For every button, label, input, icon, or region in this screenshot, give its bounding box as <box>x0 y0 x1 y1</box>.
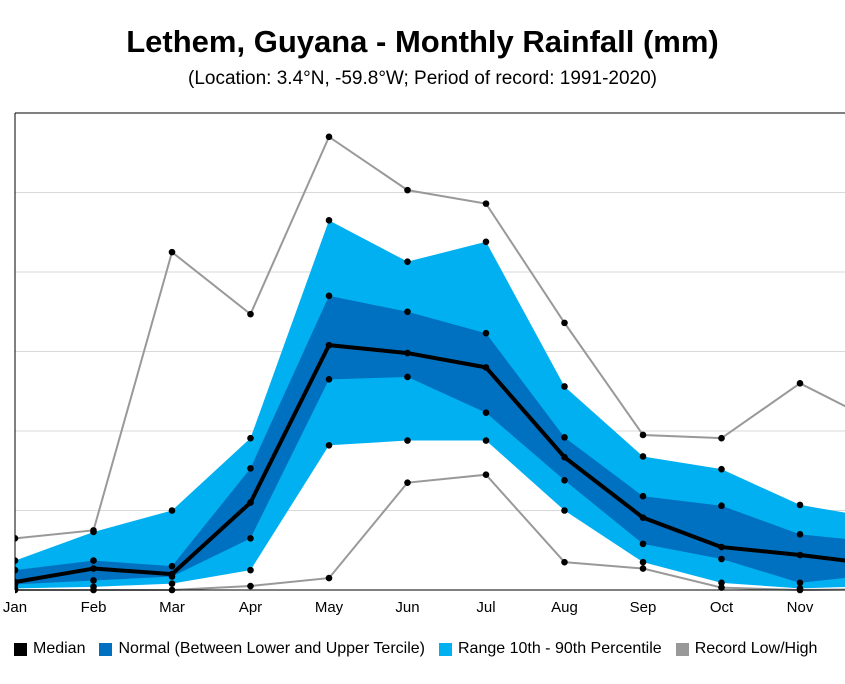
legend-swatch-normal <box>99 642 113 656</box>
legend-swatch-range <box>439 642 452 656</box>
point-upper_tercile <box>796 531 804 538</box>
median-line <box>15 343 845 585</box>
plot-area <box>15 133 845 594</box>
point-upper_tercile <box>639 492 647 500</box>
point-p90 <box>718 465 725 473</box>
point-record_high <box>639 431 647 439</box>
x-tick-label: Apr <box>239 599 262 616</box>
point-p90 <box>168 507 176 514</box>
point-record_high <box>561 319 568 327</box>
x-tick-label: May <box>315 599 344 616</box>
point-upper_tercile <box>168 562 176 570</box>
legend-label-record: Record Low/High <box>694 640 818 657</box>
point-median <box>325 341 333 349</box>
x-tick-label: Aug <box>551 599 578 616</box>
point-upper_tercile <box>247 465 254 472</box>
point-lower_tercile <box>404 373 411 381</box>
point-p90 <box>561 383 568 390</box>
legend-label-normal: Normal (Between Lower and Upper Tercile) <box>118 640 425 657</box>
point-p10 <box>168 580 176 587</box>
point-p10 <box>718 579 725 587</box>
legend-swatch-median <box>14 642 27 656</box>
x-tick-label: Jan <box>3 599 27 616</box>
legend-label-median: Median <box>33 640 86 657</box>
point-lower_tercile <box>639 540 647 548</box>
point-lower_tercile <box>90 577 97 584</box>
point-record_low <box>639 565 647 572</box>
point-p90 <box>247 434 254 442</box>
point-upper_tercile <box>482 329 490 337</box>
point-record_low <box>561 558 568 566</box>
point-upper_tercile <box>15 566 19 574</box>
x-tick-label: Nov <box>787 599 814 616</box>
point-upper_tercile <box>404 308 411 316</box>
point-p90 <box>404 258 411 265</box>
point-record_high <box>404 186 411 194</box>
point-upper_tercile <box>561 434 568 441</box>
point-upper_tercile <box>325 292 333 300</box>
point-p10 <box>561 507 568 514</box>
point-median <box>247 499 254 506</box>
point-p90 <box>482 238 490 246</box>
point-record_high <box>325 133 333 141</box>
point-record_low <box>404 479 411 486</box>
point-p10 <box>404 437 411 444</box>
point-lower_tercile <box>482 409 490 417</box>
point-p90 <box>325 217 333 224</box>
point-lower_tercile <box>325 376 333 383</box>
point-p10 <box>325 442 333 449</box>
point-p10 <box>482 437 490 444</box>
point-lower_tercile <box>247 535 254 542</box>
point-record_low <box>247 582 254 590</box>
point-median <box>482 364 490 371</box>
x-tick-label: Jun <box>395 599 419 616</box>
point-upper_tercile <box>90 557 97 564</box>
legend-label-range: Range 10th - 90th Percentile <box>458 640 662 657</box>
point-p10 <box>247 566 254 574</box>
legend-item-range: Range 10th - 90th Percentile <box>439 640 662 658</box>
point-record_low <box>718 584 725 591</box>
point-median <box>639 514 647 521</box>
chart-title: Lethem, Guyana - Monthly Rainfall (mm) <box>126 24 719 59</box>
point-record_high <box>15 535 19 542</box>
point-lower_tercile <box>168 573 176 580</box>
point-median <box>796 551 804 559</box>
point-record_high <box>168 248 176 256</box>
point-p90 <box>90 528 97 536</box>
record-high-line <box>15 135 845 540</box>
legend-item-median: Median <box>14 640 85 658</box>
point-median <box>561 453 568 461</box>
point-median <box>404 349 411 357</box>
point-lower_tercile <box>561 476 568 484</box>
point-upper_tercile <box>718 502 725 510</box>
legend-item-record: Record Low/High <box>675 640 818 658</box>
x-tick-label: Jul <box>476 599 495 616</box>
point-record_high <box>482 200 490 207</box>
point-p90 <box>15 557 19 564</box>
point-record_low <box>325 574 333 582</box>
x-tick-label: Sep <box>630 599 657 616</box>
point-median <box>718 543 725 551</box>
legend-swatch-record <box>675 642 689 656</box>
chart-subtitle: (Location: 3.4°N, -59.8°W; Period of rec… <box>188 68 657 89</box>
point-lower_tercile <box>718 555 725 563</box>
point-record_high <box>247 310 254 318</box>
point-record_high <box>796 380 804 387</box>
point-lower_tercile <box>796 579 804 587</box>
chart-legend: Median Normal (Between Lower and Upper T… <box>14 640 831 658</box>
legend-item-normal: Normal (Between Lower and Upper Tercile) <box>99 640 425 658</box>
point-p10 <box>639 558 647 566</box>
x-tick-label: Feb <box>81 599 107 616</box>
x-tick-label: Mar <box>159 599 185 616</box>
point-median <box>90 565 97 572</box>
point-p90 <box>639 453 647 460</box>
x-tick-label: Oct <box>710 599 734 616</box>
point-p90 <box>796 501 804 509</box>
point-record_high <box>718 434 725 442</box>
point-record_low <box>482 471 490 479</box>
